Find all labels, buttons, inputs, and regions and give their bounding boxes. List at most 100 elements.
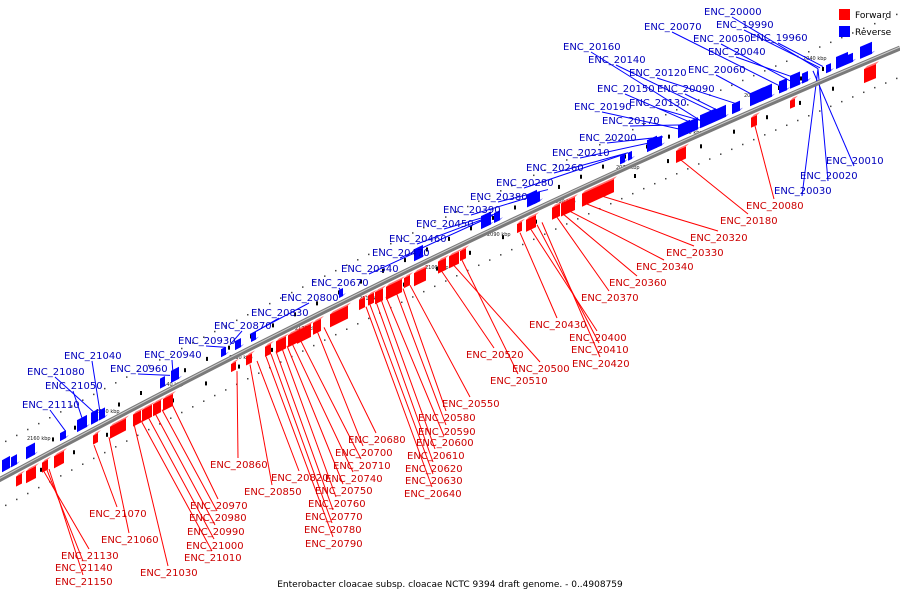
forward-gene-label: ENC_20770 [305,512,363,523]
label-leader-line [735,56,797,79]
gene-block [11,454,20,468]
reverse-gene-label: ENC_20020 [800,171,858,182]
axis-marker [514,205,516,210]
axis-marker [118,402,120,407]
track-dot [346,328,348,330]
track-dot [104,451,106,454]
gene-block [481,211,494,230]
label-leader-line [48,468,84,576]
forward-gene-label: ENC_20400 [569,333,627,344]
track-dot [522,243,524,246]
track-dot [412,296,414,298]
reverse-gene-label: ENC_20190 [574,102,632,113]
label-leader-line [601,111,681,130]
reverse-gene-label: ENC_21110 [22,400,80,411]
reverse-gene-label: ENC_20800 [281,293,339,304]
gene-block [404,272,413,289]
forward-gene-label: ENC_21000 [186,541,244,552]
track-dot [148,428,150,431]
reverse-gene-label: ENC_19960 [750,33,808,44]
reverse-gene-label: ENC_20390 [443,205,501,216]
track-dot [643,123,645,126]
track-dot [808,115,810,117]
track-dot [445,216,447,218]
axis-marker [799,100,801,105]
label-leader-line [385,296,445,437]
forward-gene-label: ENC_20590 [418,427,476,438]
track-dot [753,74,755,77]
track-dot [478,264,480,267]
track-dot [775,129,777,131]
label-leader-line [679,158,749,215]
track-dot [38,422,40,425]
reverse-gene-label: ENC_20160 [563,42,621,53]
axis-marker [469,250,471,255]
forward-gene-labels: ENC_20080 ENC_20180 ENC_20320 ENC_20330 ENC_… [55,201,804,588]
track-dot [632,128,634,131]
track-dot [841,36,843,39]
forward-gene-label: ENC_20990 [187,527,245,538]
label-leader-line [743,29,821,69]
gene-block [171,366,182,383]
gene-block [386,276,405,300]
track-dot [830,41,832,44]
forward-gene-label: ENC_20180 [720,216,778,227]
axis-marker [40,467,42,472]
label-leader-line [380,299,436,450]
label-leader-line [275,351,334,511]
reverse-gene-labels: ENC_20000ENC_19990ENC_19960ENC_20070ENC_… [22,7,884,411]
forward-gene-label: ENC_20780 [304,525,362,536]
gene-block [449,248,462,269]
label-leader-line [205,345,226,348]
track-dot [16,434,18,437]
label-leader-line [137,373,171,376]
track-dot [280,297,282,299]
track-dot [819,46,821,48]
gene-block [359,294,368,311]
track-dot [82,399,84,401]
track-dot [324,275,326,277]
label-leader-line [529,227,598,332]
track-dot [137,370,139,373]
track-dot [258,372,260,374]
gene-block [690,117,701,133]
axis-marker [52,437,54,442]
track-dot [159,359,161,361]
forward-gene-label: ENC_20760 [308,499,366,510]
gene-block [534,191,543,205]
scale-tick-label: 2140 kbp [160,382,184,388]
label-leader-line [754,125,775,200]
gene-block [826,63,834,74]
label-leader-line [249,364,273,486]
track-dot [885,82,887,84]
gene-block [375,285,386,305]
track-dot [797,119,799,122]
label-leader-line [553,152,629,174]
track-dot [577,218,579,220]
axis-marker [800,76,802,81]
track-dot [478,200,480,203]
label-leader-line [523,153,627,189]
track-dot [159,423,161,425]
track-dot [731,148,733,151]
label-leader-line [541,222,601,358]
label-leader-line [440,269,495,349]
track-dot [313,344,315,347]
forward-genes [16,61,879,487]
track-dot [148,364,150,367]
gene-block [716,104,729,122]
gene-block [561,194,578,217]
axis-marker [206,356,208,361]
track-dot [170,353,172,355]
track-dot [577,154,579,156]
track-dot [852,96,854,98]
axis-marker [426,247,428,252]
axis-marker [733,129,735,134]
forward-gene-label: ENC_20360 [609,278,667,289]
figure-caption: Enterobacter cloacae subsp. cloacae NCTC… [277,580,623,590]
axis-marker [832,86,834,91]
track-dot [456,211,458,213]
track-dot [71,405,73,407]
label-leader-line [229,330,243,345]
gene-block [676,143,689,164]
